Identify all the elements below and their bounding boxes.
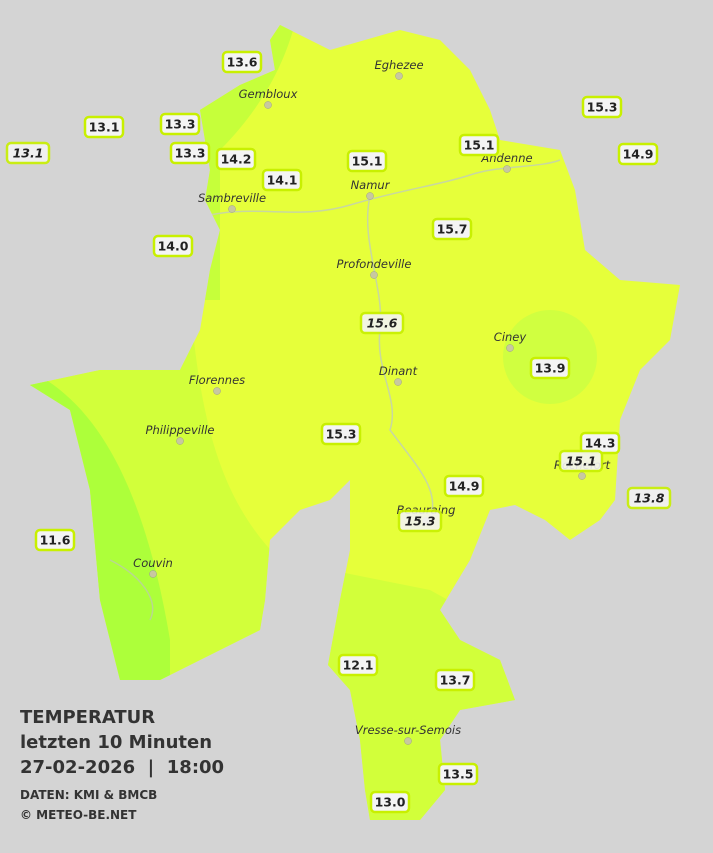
city-label: Ciney	[494, 330, 527, 344]
station-box	[397, 509, 443, 533]
city-dot	[506, 344, 514, 352]
station-value: 12.1	[343, 658, 374, 673]
city-label: Profondeville	[337, 257, 412, 271]
station-box	[261, 168, 303, 192]
station-value: 13.6	[227, 55, 258, 70]
station-box	[581, 95, 623, 119]
city-dot	[370, 271, 378, 279]
station-box	[83, 115, 125, 139]
city-dot	[213, 387, 221, 395]
station-box	[215, 147, 257, 171]
station-value: 15.1	[464, 138, 495, 153]
station-box	[443, 474, 485, 498]
station-box	[558, 449, 604, 473]
city-label: Florennes	[189, 373, 245, 387]
station-value: 14.9	[449, 479, 480, 494]
city-dot	[149, 570, 157, 578]
river	[109, 559, 154, 621]
station-value: 14.0	[158, 239, 189, 254]
station-box	[159, 112, 201, 136]
station-value: 14.2	[221, 152, 252, 167]
legend-datetime: 27-02-2026 | 18:00	[20, 757, 224, 778]
station-box	[320, 422, 362, 446]
stations: 13.6 13.1 13.1 13.3 13.3 14.2 14.1 15.1 15.1 15.3…	[5, 50, 672, 814]
station-box	[437, 762, 479, 786]
station-value: 14.3	[585, 436, 616, 451]
station-box	[152, 234, 194, 258]
station-value: 13.1	[89, 120, 120, 135]
city-label: Eghezee	[374, 58, 423, 72]
legend-source: DATEN: KMI & BMCB	[20, 788, 157, 802]
station-value: 11.6	[40, 533, 71, 548]
station-box	[626, 486, 672, 510]
station-value: 13.8	[634, 491, 665, 506]
station-box	[434, 668, 476, 692]
station-value: 13.7	[440, 673, 471, 688]
station-value: 14.1	[267, 173, 298, 188]
city-dot	[395, 72, 403, 80]
station-value: 15.3	[405, 514, 436, 529]
station-box	[458, 133, 500, 157]
city-label: Philippeville	[146, 423, 215, 437]
station-box	[369, 790, 411, 814]
station-box	[431, 217, 473, 241]
station-value: 15.1	[352, 154, 383, 169]
station-box	[337, 653, 379, 677]
city-label: Sambreville	[198, 191, 266, 205]
station-box	[169, 141, 211, 165]
station-box	[34, 528, 76, 552]
city-dot	[394, 378, 402, 386]
station-box	[221, 50, 263, 74]
station-value: 15.3	[587, 100, 618, 115]
station-value: 13.3	[175, 146, 206, 161]
station-value: 13.5	[443, 767, 474, 782]
city-dot	[404, 737, 412, 745]
station-value: 13.3	[165, 117, 196, 132]
station-box	[617, 142, 659, 166]
station-value: 15.1	[566, 454, 597, 469]
station-box	[5, 141, 51, 165]
legend-copyright: © METEO-BE.NET	[20, 808, 137, 822]
city-dot	[264, 101, 272, 109]
station-value: 13.9	[535, 361, 566, 376]
station-value: 14.9	[623, 147, 654, 162]
city-dot	[503, 165, 511, 173]
city-label: Vresse-sur-Semois	[355, 723, 461, 737]
river	[366, 195, 434, 521]
city-label: Dinant	[379, 364, 418, 378]
river	[209, 159, 561, 216]
legend-title: TEMPERATUR	[20, 707, 155, 728]
station-value: 13.0	[375, 795, 406, 810]
station-box	[359, 311, 405, 335]
station-box	[529, 356, 571, 380]
city-label: Gembloux	[239, 87, 298, 101]
city-dot	[228, 205, 236, 213]
station-value: 15.3	[326, 427, 357, 442]
city-label: Namur	[351, 178, 391, 192]
legend-subtitle: letzten 10 Minuten	[20, 732, 212, 753]
station-value: 15.6	[367, 316, 398, 331]
city-dot	[578, 472, 586, 480]
station-box	[346, 149, 388, 173]
city-dot	[366, 192, 374, 200]
city-dot	[176, 437, 184, 445]
city-label: Couvin	[133, 556, 173, 570]
station-value: 15.7	[437, 222, 468, 237]
station-value: 13.1	[13, 146, 44, 161]
